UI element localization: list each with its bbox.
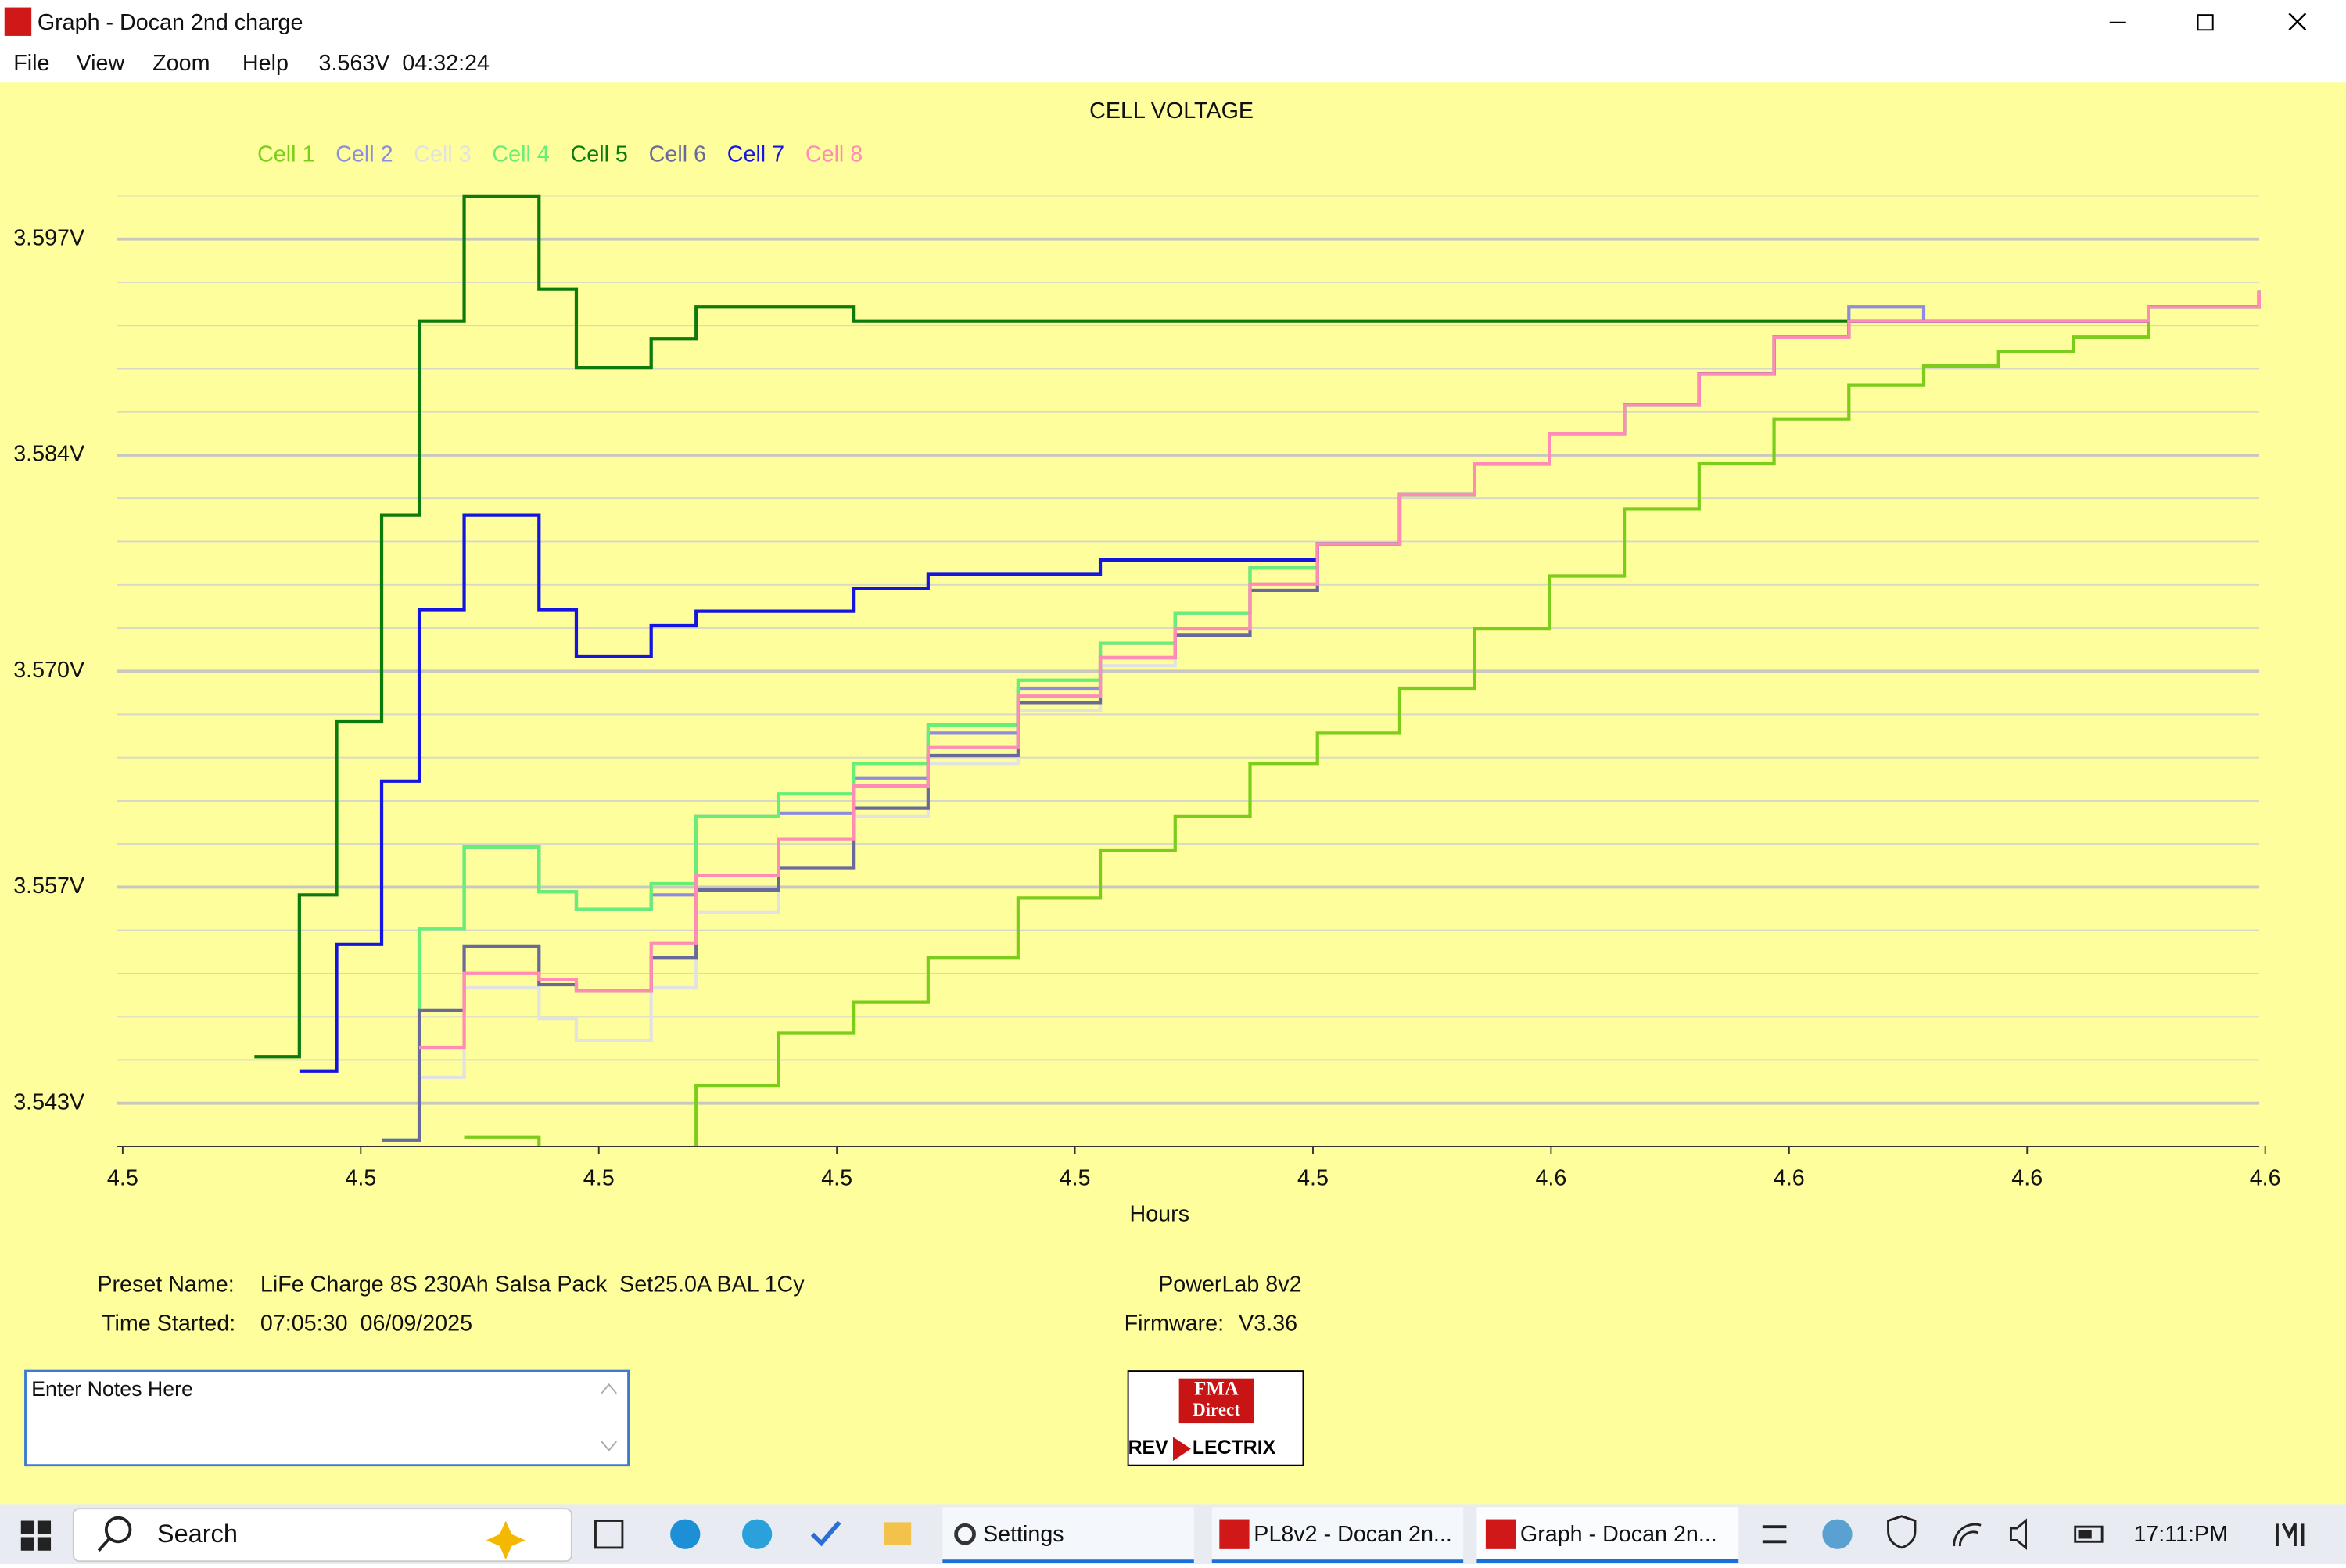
notes-placeholder: Enter Notes Here [31, 1377, 193, 1401]
x-tick-label: 4.6 [2250, 1166, 2281, 1191]
taskbar-app-label: PL8v2 - Docan 2n... [1254, 1522, 1452, 1547]
chart-title: CELL VOLTAGE [1089, 99, 1254, 124]
logo-badge [1178, 1378, 1254, 1424]
menu-item[interactable]: View [77, 51, 125, 76]
readout: 3.563V 04:32:24 [319, 51, 490, 76]
notes-box[interactable] [24, 1369, 630, 1467]
battery-icon[interactable] [2074, 1525, 2104, 1543]
telegram-icon[interactable] [741, 1519, 773, 1549]
title-bar [0, 0, 2346, 47]
graph-background [0, 82, 2346, 1505]
search-box[interactable] [72, 1508, 572, 1563]
logo-icon [1173, 1437, 1191, 1461]
time-started: 07:05:30 06/09/2025 [260, 1311, 472, 1336]
tray-icon[interactable] [2276, 1523, 2305, 1547]
x-tick-label: 4.5 [345, 1166, 376, 1191]
window-title: Graph - Docan 2nd charge [38, 10, 303, 35]
app-icon [4, 7, 32, 36]
security-icon[interactable] [1887, 1515, 1917, 1549]
x-tick-label: 4.5 [821, 1166, 852, 1191]
app-icon [1219, 1519, 1250, 1549]
edge-icon[interactable] [670, 1519, 701, 1549]
taskbar-app[interactable] [1476, 1507, 1739, 1562]
y-tick-label: 3.597V [13, 225, 85, 250]
plot-area [254, 194, 2262, 1147]
explorer-icon[interactable] [884, 1522, 912, 1545]
clock[interactable]: 17:11:PM [2133, 1522, 2228, 1547]
x-tick-label: 4.5 [107, 1166, 138, 1191]
legend-entry: Cell 7 [727, 142, 784, 167]
preset-name: LiFe Charge 8S 230Ah Salsa Pack Set25.0A… [260, 1272, 805, 1297]
taskbar-app[interactable] [942, 1507, 1194, 1562]
x-tick-label: 4.6 [1535, 1166, 1566, 1191]
legend-entry: Cell 5 [571, 142, 628, 167]
menu-bar [0, 46, 2346, 83]
info-label: Preset Name: [97, 1272, 234, 1297]
y-tick-label: 3.570V [13, 658, 85, 683]
legend-entry: Cell 3 [414, 142, 471, 167]
scroll-arrows [601, 1383, 618, 1452]
series-line [419, 290, 2262, 1050]
volume-icon[interactable] [2009, 1518, 2027, 1551]
taskbar-app-label: Graph - Docan 2n... [1520, 1522, 1717, 1547]
legend-entry: Cell 8 [805, 142, 863, 167]
x-tick-label: 4.6 [1774, 1166, 1805, 1191]
battery-level [2078, 1529, 2092, 1539]
x-tick-label: 4.5 [1060, 1166, 1091, 1191]
close-button[interactable] [2288, 13, 2307, 31]
firmware: V3.36 [1239, 1311, 1297, 1336]
logo-text: LECTRIX [1193, 1437, 1276, 1459]
info-label: Firmware: [1125, 1311, 1224, 1336]
x-tick-label: 4.5 [1297, 1166, 1329, 1191]
task-view[interactable] [594, 1520, 624, 1549]
logo-text: Direct [1193, 1400, 1240, 1419]
start-button[interactable] [20, 1520, 52, 1551]
taskbar-app-label: Settings [983, 1522, 1064, 1547]
copilot-icon [486, 1520, 526, 1560]
x-axis-label: Hours [1130, 1202, 1190, 1227]
chart: CELL VOLTAGE Hours 3.543V 3.557V 3.570V 3.584… [13, 99, 2280, 1227]
y-tick-label: 3.584V [13, 442, 85, 467]
info-label: Time Started: [102, 1311, 235, 1336]
app-icon [1485, 1519, 1516, 1549]
restore-button[interactable] [2197, 14, 2214, 31]
y-tick-label: 3.543V [13, 1089, 85, 1114]
device-name: PowerLab 8v2 [1158, 1272, 1301, 1297]
x-tick-label: 4.6 [2011, 1166, 2043, 1191]
legend-entry: Cell 4 [492, 142, 549, 167]
taskbar-app[interactable] [1211, 1507, 1464, 1562]
search-text: Search [157, 1520, 238, 1548]
tray-icon[interactable] [1822, 1519, 1853, 1549]
legend-entry: Cell 2 [335, 142, 393, 167]
wifi-icon[interactable] [1953, 1523, 1982, 1547]
logo-text: FMA [1194, 1379, 1239, 1400]
menu-item[interactable]: File [13, 51, 49, 76]
legend-entry: Cell 6 [649, 142, 706, 167]
tray-icon[interactable] [1762, 1525, 1787, 1544]
menu-item[interactable]: Zoom [152, 51, 210, 76]
logo-text: REV [1128, 1437, 1169, 1459]
y-tick-label: 3.557V [13, 874, 85, 899]
search-icon [97, 1538, 111, 1552]
settings-icon [954, 1523, 976, 1545]
todo-icon[interactable] [810, 1520, 841, 1547]
x-tick-label: 4.5 [583, 1166, 615, 1191]
series-line [464, 290, 2262, 1147]
menu-item[interactable]: Help [242, 51, 289, 76]
search-icon [104, 1516, 132, 1544]
legend-entry: Cell 1 [257, 142, 314, 167]
